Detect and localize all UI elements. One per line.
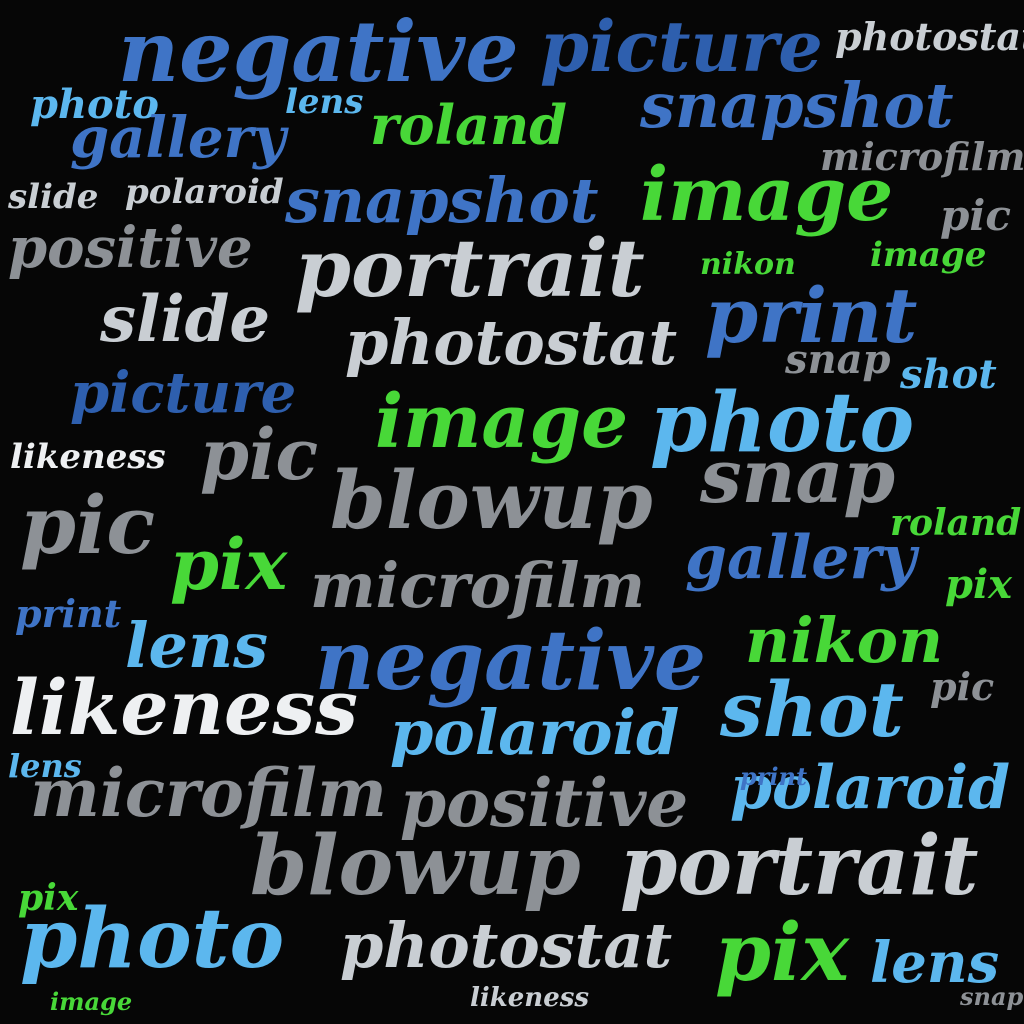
word: photostat xyxy=(340,909,673,982)
word: snap xyxy=(700,434,896,520)
word: microfilm xyxy=(30,754,387,832)
word: roland xyxy=(370,93,567,157)
word: image xyxy=(50,987,133,1016)
word: negative xyxy=(118,2,519,101)
word: photostat xyxy=(345,306,678,379)
word: lens xyxy=(8,747,82,785)
word: snapshot xyxy=(640,69,954,142)
word: nikon xyxy=(745,604,944,677)
word: snap xyxy=(960,982,1024,1011)
word: slide xyxy=(100,282,271,357)
word: snapshot xyxy=(285,164,599,237)
word: photo xyxy=(20,891,285,987)
word: portrait xyxy=(620,818,979,914)
word: photo xyxy=(650,375,915,471)
word: gallery xyxy=(685,523,917,593)
word: pix xyxy=(18,877,79,919)
word: print xyxy=(740,762,808,791)
word: slide xyxy=(8,177,99,217)
word: positive xyxy=(8,215,253,281)
word: microfilm xyxy=(820,134,1024,179)
word: pic xyxy=(200,413,319,496)
word: pic xyxy=(20,478,156,572)
word: polaroid xyxy=(730,753,1011,823)
word: blowup xyxy=(330,453,653,547)
word: pix xyxy=(170,523,288,606)
word: image xyxy=(870,235,987,275)
word: positive xyxy=(400,764,689,842)
word: image xyxy=(640,152,894,238)
word: shot xyxy=(900,351,997,398)
word: lens xyxy=(125,609,268,682)
word: pix xyxy=(945,561,1013,608)
word: polaroid xyxy=(390,696,680,769)
word: lens xyxy=(285,82,364,122)
word: photostat xyxy=(835,14,1024,59)
word: print xyxy=(15,591,122,636)
word: gallery xyxy=(70,105,286,171)
word: nikon xyxy=(700,247,796,282)
word: photo xyxy=(30,81,159,128)
word: picture xyxy=(540,5,823,88)
word: likeness xyxy=(470,983,590,1013)
word: snap xyxy=(785,336,891,383)
word: blowup xyxy=(250,818,581,914)
word: shot xyxy=(720,665,904,754)
word: pic xyxy=(940,191,1011,240)
word: polaroid xyxy=(125,172,284,212)
word: pic xyxy=(930,664,995,709)
word: lens xyxy=(870,930,1000,996)
word: likeness xyxy=(10,437,166,477)
word: roland xyxy=(890,502,1022,544)
word: pix xyxy=(715,905,850,999)
word: picture xyxy=(70,360,297,426)
word: microfilm xyxy=(310,549,646,622)
word: negative xyxy=(315,613,707,709)
word: likeness xyxy=(10,663,358,752)
word: print xyxy=(705,271,918,360)
word: portrait xyxy=(295,221,645,315)
word: image xyxy=(375,379,629,465)
